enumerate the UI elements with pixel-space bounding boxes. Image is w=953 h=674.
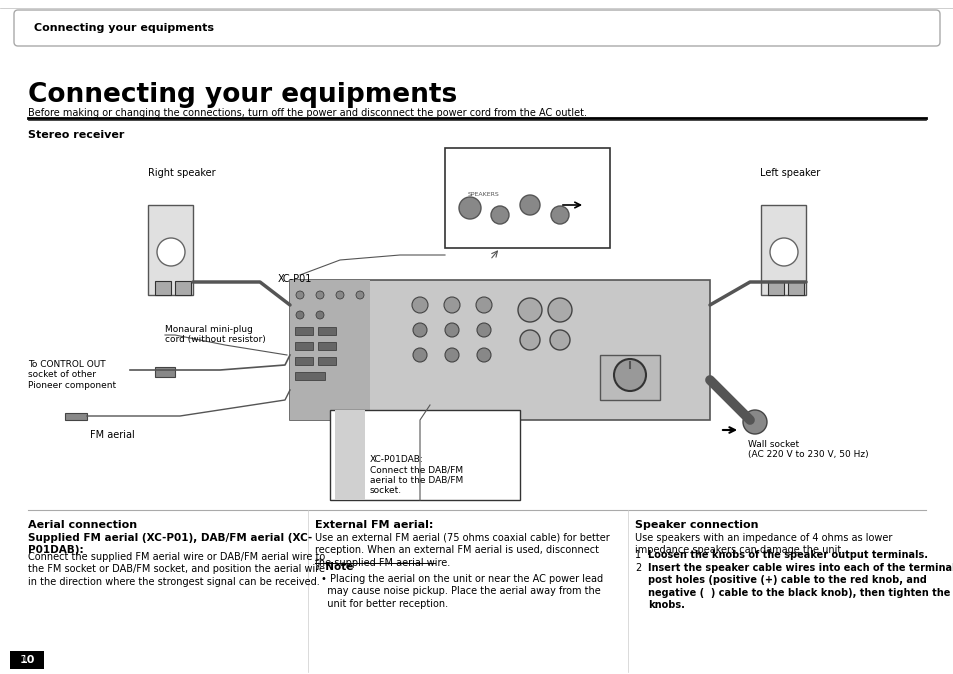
Circle shape [769,238,797,266]
Text: En: En [14,654,26,663]
Text: Right speaker: Right speaker [148,168,215,178]
Bar [599,355,659,400]
Text: Use an external FM aerial (75 ohms coaxial cable) for better
reception. When an : Use an external FM aerial (75 ohms coaxi… [314,533,609,568]
Bar [294,357,313,365]
Circle shape [413,348,427,362]
Text: SPEAKERS: SPEAKERS [468,192,499,197]
Text: Monaural mini-plug
cord (without resistor): Monaural mini-plug cord (without resisto… [165,325,266,344]
Circle shape [341,452,354,464]
Circle shape [458,197,480,219]
Bar [294,342,313,350]
Text: Loosen the knobs of the speaker output terminals.: Loosen the knobs of the speaker output t… [647,550,927,560]
Bar [317,327,335,335]
Circle shape [335,291,344,299]
Bar [330,410,519,500]
Text: XC-P01DAB:
Connect the DAB/FM
aerial to the DAB/FM
socket.: XC-P01DAB: Connect the DAB/FM aerial to … [370,455,463,495]
Text: XC-P01: XC-P01 [277,274,312,284]
Circle shape [413,323,427,337]
Circle shape [444,348,458,362]
Bar [444,148,609,248]
Circle shape [295,291,304,299]
Circle shape [345,470,355,480]
Text: Connect the supplied FM aerial wire or DAB/FM aerial wire to
the FM socket or DA: Connect the supplied FM aerial wire or D… [28,552,325,587]
Bar [787,281,803,295]
Text: Aerial connection: Aerial connection [28,520,137,530]
Text: 10: 10 [19,655,34,665]
Bar [290,280,370,420]
Circle shape [476,297,492,313]
Bar [65,413,87,420]
Text: ♪ Note: ♪ Note [314,562,353,572]
Circle shape [345,470,355,480]
Circle shape [550,330,569,350]
Bar [294,327,313,335]
Bar [294,372,325,380]
Text: FM aerial: FM aerial [90,430,134,440]
Bar [290,280,709,420]
Text: Speaker connection: Speaker connection [635,520,758,530]
Text: To CONTROL OUT
socket of other
Pioneer component: To CONTROL OUT socket of other Pioneer c… [28,360,116,390]
Text: Stereo receiver: Stereo receiver [28,130,124,140]
Circle shape [355,291,364,299]
Bar [317,342,335,350]
Text: External FM aerial:: External FM aerial: [314,520,433,530]
Bar [174,281,191,295]
Circle shape [517,298,541,322]
Text: 1: 1 [635,550,640,560]
Bar [317,357,335,365]
Circle shape [344,454,355,466]
Circle shape [519,195,539,215]
Text: Left speaker: Left speaker [760,168,820,178]
Circle shape [547,298,572,322]
Circle shape [444,323,458,337]
Circle shape [157,238,185,266]
Text: Insert the speaker cable wires into each of the terminal
post holes (positive (+: Insert the speaker cable wires into each… [647,563,953,610]
Circle shape [476,323,491,337]
Bar [154,367,174,377]
Circle shape [476,348,491,362]
Text: Connecting your equipments: Connecting your equipments [28,82,456,108]
Circle shape [295,311,304,319]
Bar [154,281,171,295]
Circle shape [315,311,324,319]
Text: Supplied FM aerial (XC-P01), DAB/FM aerial (XC-
P01DAB):: Supplied FM aerial (XC-P01), DAB/FM aeri… [28,533,312,555]
FancyBboxPatch shape [14,10,939,46]
Text: Before making or changing the connections, turn off the power and disconnect the: Before making or changing the connection… [28,108,586,118]
Bar [148,205,193,295]
Text: Use speakers with an impedance of 4 ohms as lower
impedance speakers can damage : Use speakers with an impedance of 4 ohms… [635,533,891,555]
Text: • Placing the aerial on the unit or near the AC power lead
  may cause noise pic: • Placing the aerial on the unit or near… [320,574,602,609]
Bar [10,651,44,669]
Circle shape [315,291,324,299]
Circle shape [551,206,568,224]
Text: Connecting your equipments: Connecting your equipments [34,23,213,33]
Circle shape [344,454,355,466]
Circle shape [343,468,353,478]
Circle shape [412,297,428,313]
Circle shape [519,330,539,350]
Bar [760,205,805,295]
Circle shape [742,410,766,434]
Bar [767,281,783,295]
Circle shape [443,297,459,313]
Text: Wall socket
(AC 220 V to 230 V, 50 Hz): Wall socket (AC 220 V to 230 V, 50 Hz) [747,440,868,460]
Circle shape [491,206,509,224]
Text: 2: 2 [635,563,640,573]
Bar [335,410,365,500]
Circle shape [614,359,645,391]
